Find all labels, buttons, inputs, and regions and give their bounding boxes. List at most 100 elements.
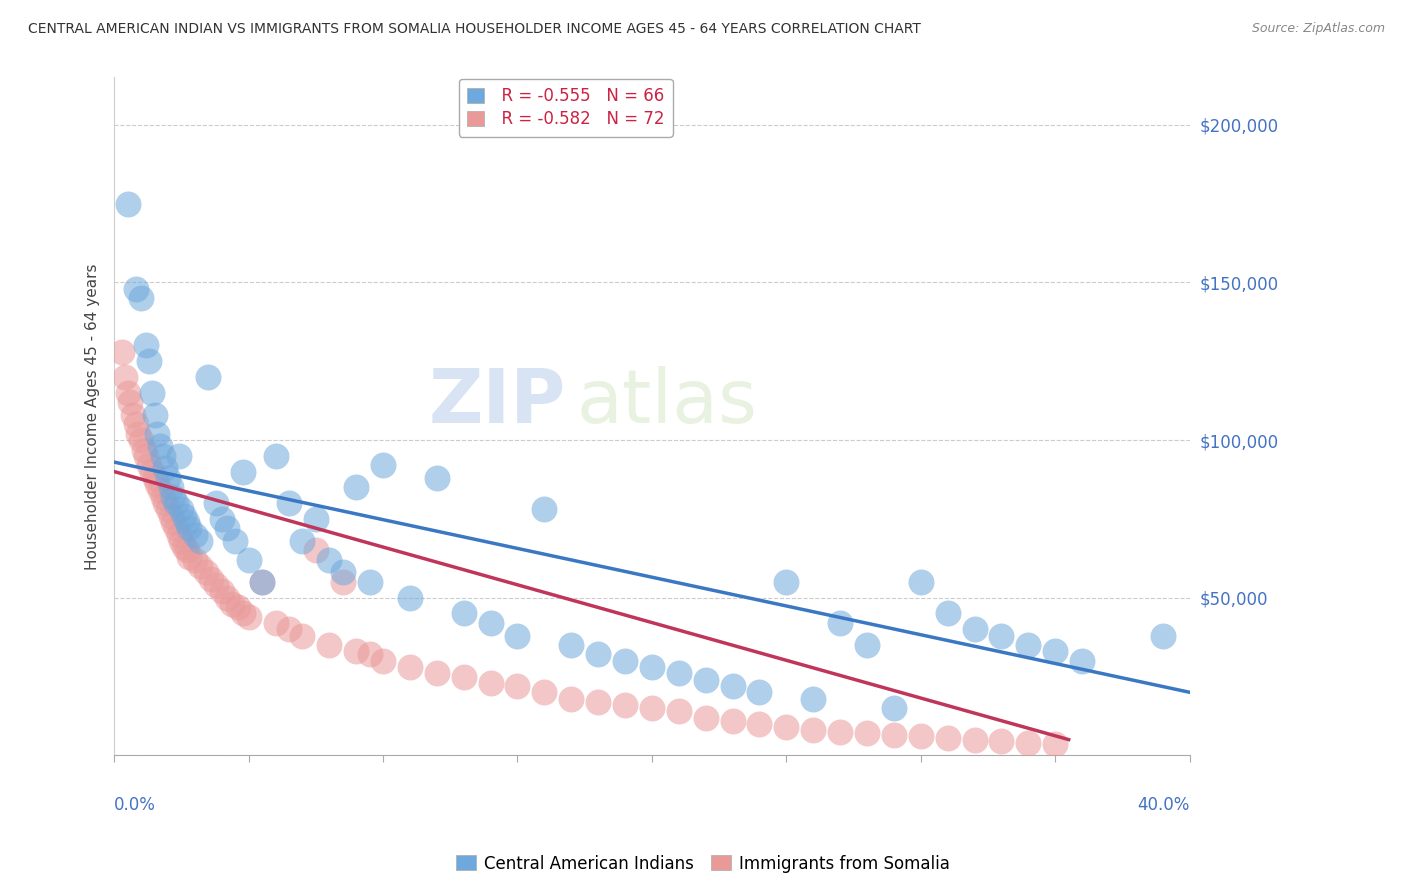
Point (830, 724, 852, 739)
Point (990, 734, 1012, 748)
Point (910, 730, 932, 744)
Point (1071, 654, 1094, 668)
Point (170, 502, 193, 516)
Point (453, 669, 475, 683)
Point (149, 483, 172, 498)
Point (305, 512, 328, 526)
Text: 0.0%: 0.0% (114, 796, 156, 814)
Point (668, 666, 690, 681)
Point (143, 471, 166, 485)
Point (586, 695, 609, 709)
Point (936, 607, 959, 621)
Point (205, 496, 228, 510)
Point (748, 716, 770, 731)
Point (117, 196, 139, 211)
Point (278, 496, 301, 510)
Point (399, 660, 422, 674)
Point (238, 609, 260, 624)
Point (359, 648, 381, 662)
Point (1017, 736, 1039, 750)
Point (883, 701, 905, 715)
Point (318, 553, 340, 567)
Point (910, 574, 932, 589)
Point (217, 521, 239, 535)
Point (159, 508, 181, 523)
Point (830, 615, 852, 630)
Point (165, 521, 187, 535)
Text: Source: ZipAtlas.com: Source: ZipAtlas.com (1251, 22, 1385, 36)
Point (146, 426, 169, 441)
Point (506, 679, 529, 693)
Point (533, 685, 555, 699)
Text: ZIP: ZIP (429, 367, 565, 440)
Point (250, 574, 273, 589)
Point (188, 559, 211, 574)
Point (250, 574, 273, 589)
Point (176, 543, 198, 558)
Point (801, 723, 824, 738)
Point (217, 591, 239, 605)
Text: 40.0%: 40.0% (1137, 796, 1189, 814)
Point (111, 344, 134, 359)
Point (159, 480, 181, 494)
Point (155, 461, 177, 475)
Point (129, 433, 152, 447)
Point (114, 370, 136, 384)
Point (135, 449, 157, 463)
Point (1152, 628, 1174, 642)
Point (156, 471, 179, 485)
Point (963, 732, 986, 747)
Point (318, 638, 340, 652)
Point (179, 549, 201, 564)
Point (138, 354, 160, 368)
Point (1017, 638, 1039, 652)
Point (165, 496, 187, 510)
Point (152, 490, 174, 504)
Point (129, 291, 152, 305)
Point (775, 574, 797, 589)
Point (344, 480, 367, 494)
Point (533, 502, 555, 516)
Point (138, 458, 160, 473)
Point (146, 477, 169, 491)
Point (143, 408, 166, 422)
Point (132, 442, 155, 457)
Point (179, 521, 201, 535)
Point (1045, 737, 1067, 751)
Text: CENTRAL AMERICAN INDIAN VS IMMIGRANTS FROM SOMALIA HOUSEHOLDER INCOME AGES 45 - : CENTRAL AMERICAN INDIAN VS IMMIGRANTS FR… (28, 22, 921, 37)
Point (170, 533, 193, 548)
Point (127, 426, 149, 441)
Point (856, 638, 879, 652)
Point (291, 533, 314, 548)
Point (775, 720, 797, 734)
Point (194, 566, 217, 580)
Point (721, 679, 744, 693)
Point (149, 439, 172, 453)
Point (224, 533, 246, 548)
Point (141, 385, 163, 400)
Point (748, 685, 770, 699)
Point (152, 449, 174, 463)
Point (156, 502, 179, 516)
Point (221, 597, 243, 611)
Point (278, 622, 301, 636)
Point (506, 628, 529, 642)
Point (173, 541, 195, 555)
Point (162, 515, 184, 529)
Point (614, 654, 637, 668)
Point (211, 512, 233, 526)
Point (614, 698, 637, 712)
Point (162, 490, 184, 504)
Point (205, 578, 228, 592)
Point (479, 676, 502, 690)
Point (560, 638, 582, 652)
Point (122, 408, 145, 422)
Point (117, 385, 139, 400)
Point (125, 417, 148, 432)
Point (332, 574, 354, 589)
Point (990, 628, 1012, 642)
Point (135, 338, 157, 352)
Legend:   R = -0.555   N = 66,   R = -0.582   N = 72: R = -0.555 N = 66, R = -0.582 N = 72 (460, 79, 672, 136)
Point (155, 496, 177, 510)
Point (184, 553, 207, 567)
